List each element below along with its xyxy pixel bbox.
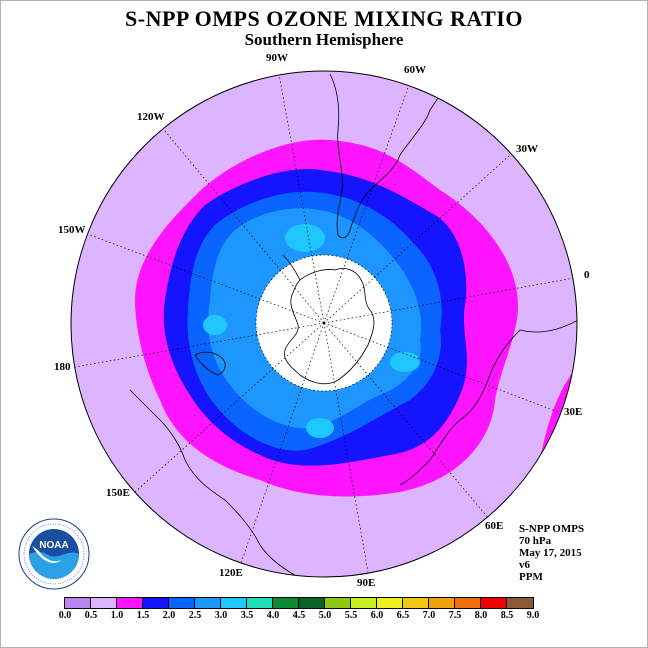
lon-label-0: 0 (584, 269, 590, 281)
info-block: S-NPP OMPS 70 hPa May 17, 2015 v6 PPM (519, 523, 584, 583)
lon-label-90w: 90W (266, 52, 288, 64)
colorbar-segment (65, 598, 91, 608)
coastline-south-america (329, 73, 451, 239)
meridian-120e (239, 322, 325, 567)
colorbar-segment (221, 598, 247, 608)
meridian-30w (323, 154, 511, 324)
map-title: S-NPP OMPS OZONE MIXING RATIO (125, 6, 523, 31)
ozone-patch-cyan-1 (285, 224, 325, 252)
colorbar-segment (299, 598, 325, 608)
colorbar-segment (325, 598, 351, 608)
colorbar-tick-label: 7.0 (422, 610, 436, 621)
colorbar-tick-label: 3.5 (240, 610, 254, 621)
colorbar-tick-label: 5.5 (344, 610, 358, 621)
colorbar-segment (143, 598, 169, 608)
coastline-antarctica (284, 268, 375, 385)
colorbar-tick-label: 0.0 (58, 610, 72, 621)
info-date: May 17, 2015 (519, 547, 582, 559)
ozone-patch-cyan-3 (390, 352, 420, 372)
colorbar-segment (195, 598, 221, 608)
meridian-150w (89, 234, 325, 324)
ozone-patch-cyan-2 (203, 315, 227, 335)
coastline-africa (399, 319, 577, 486)
meridian-30e (323, 322, 559, 413)
colorbar-segment (455, 598, 481, 608)
info-level: 70 hPa (519, 535, 552, 547)
colorbar-segment (481, 598, 507, 608)
info-version: v6 (519, 559, 530, 571)
meridian-60w (323, 81, 411, 324)
coastline-antarctic-peninsula (282, 254, 301, 281)
colorbar-tick-label: 8.0 (474, 610, 488, 621)
svg-text:NOAA: NOAA (39, 540, 68, 551)
meridian-120w (159, 124, 325, 324)
colorbar-segment (117, 598, 143, 608)
colorbar-tick-label: 2.5 (188, 610, 202, 621)
coastline-australia (129, 389, 301, 577)
colorbar-tick-label: 8.5 (500, 610, 514, 621)
colorbar-segment (169, 598, 195, 608)
colorbar-segment (351, 598, 377, 608)
ozone-patch-cyan-4 (306, 418, 334, 438)
colorbar-tick-label: 5.0 (318, 610, 332, 621)
colorbar-segment (429, 598, 455, 608)
meridian-60e (323, 322, 491, 521)
colorbar-tick-label: 2.0 (162, 610, 176, 621)
info-units: PPM (519, 571, 543, 583)
coastlines (129, 73, 577, 577)
colorbar-tick-label: 1.0 (110, 610, 124, 621)
lon-label-30w: 30W (516, 143, 538, 155)
map-disk-border (70, 70, 578, 578)
longitude-labels: 90W 60W 30W 0 30E 60E 90E 120E 150E 180 … (54, 52, 590, 589)
colorbar-segment (247, 598, 273, 608)
graticule (74, 73, 575, 573)
lon-label-120e: 120E (219, 567, 243, 579)
colorbar-tick-label: 4.0 (266, 610, 280, 621)
lon-label-60w: 60W (404, 64, 426, 76)
colorbar-segment (91, 598, 117, 608)
colorbar-tick-label: 6.0 (370, 610, 384, 621)
lon-label-120w: 120W (137, 111, 165, 123)
lon-label-150w: 150W (58, 224, 86, 236)
colorbar-tick-label: 6.5 (396, 610, 410, 621)
lon-label-150e: 150E (106, 487, 130, 499)
lon-label-30e: 30E (564, 406, 582, 418)
colorbar-ticks: 0.0 0.5 1.0 1.5 2.0 2.5 3.0 3.5 4.0 4.5 5.0 5.5 6.0 6… (0, 610, 648, 624)
colorbar-tick-label: 7.5 (448, 610, 462, 621)
map-subtitle: Southern Hemisphere (244, 30, 404, 49)
coastline-new-zealand (194, 351, 226, 376)
latitude-circle (255, 254, 393, 392)
colorbar-segment (507, 598, 533, 608)
colorbar-segment (377, 598, 403, 608)
colorbar-tick-label: 9.0 (526, 610, 540, 621)
colorbar-tick-label: 1.5 (136, 610, 150, 621)
colorbar-tick-label: 0.5 (84, 610, 98, 621)
colorbar-tick-label: 4.5 (292, 610, 306, 621)
south-pole-dot (322, 321, 326, 325)
map-disk (71, 71, 577, 577)
lon-label-180: 180 (54, 361, 71, 373)
colorbar-segment (403, 598, 429, 608)
lon-label-60e: 60E (485, 520, 503, 532)
colorbar-segment (273, 598, 299, 608)
lon-label-90e: 90E (357, 577, 375, 589)
colorbar-tick-label: 3.0 (214, 610, 228, 621)
colorbar (64, 597, 534, 609)
info-instrument: S-NPP OMPS (519, 523, 585, 535)
noaa-logo: NOAA (18, 518, 90, 590)
